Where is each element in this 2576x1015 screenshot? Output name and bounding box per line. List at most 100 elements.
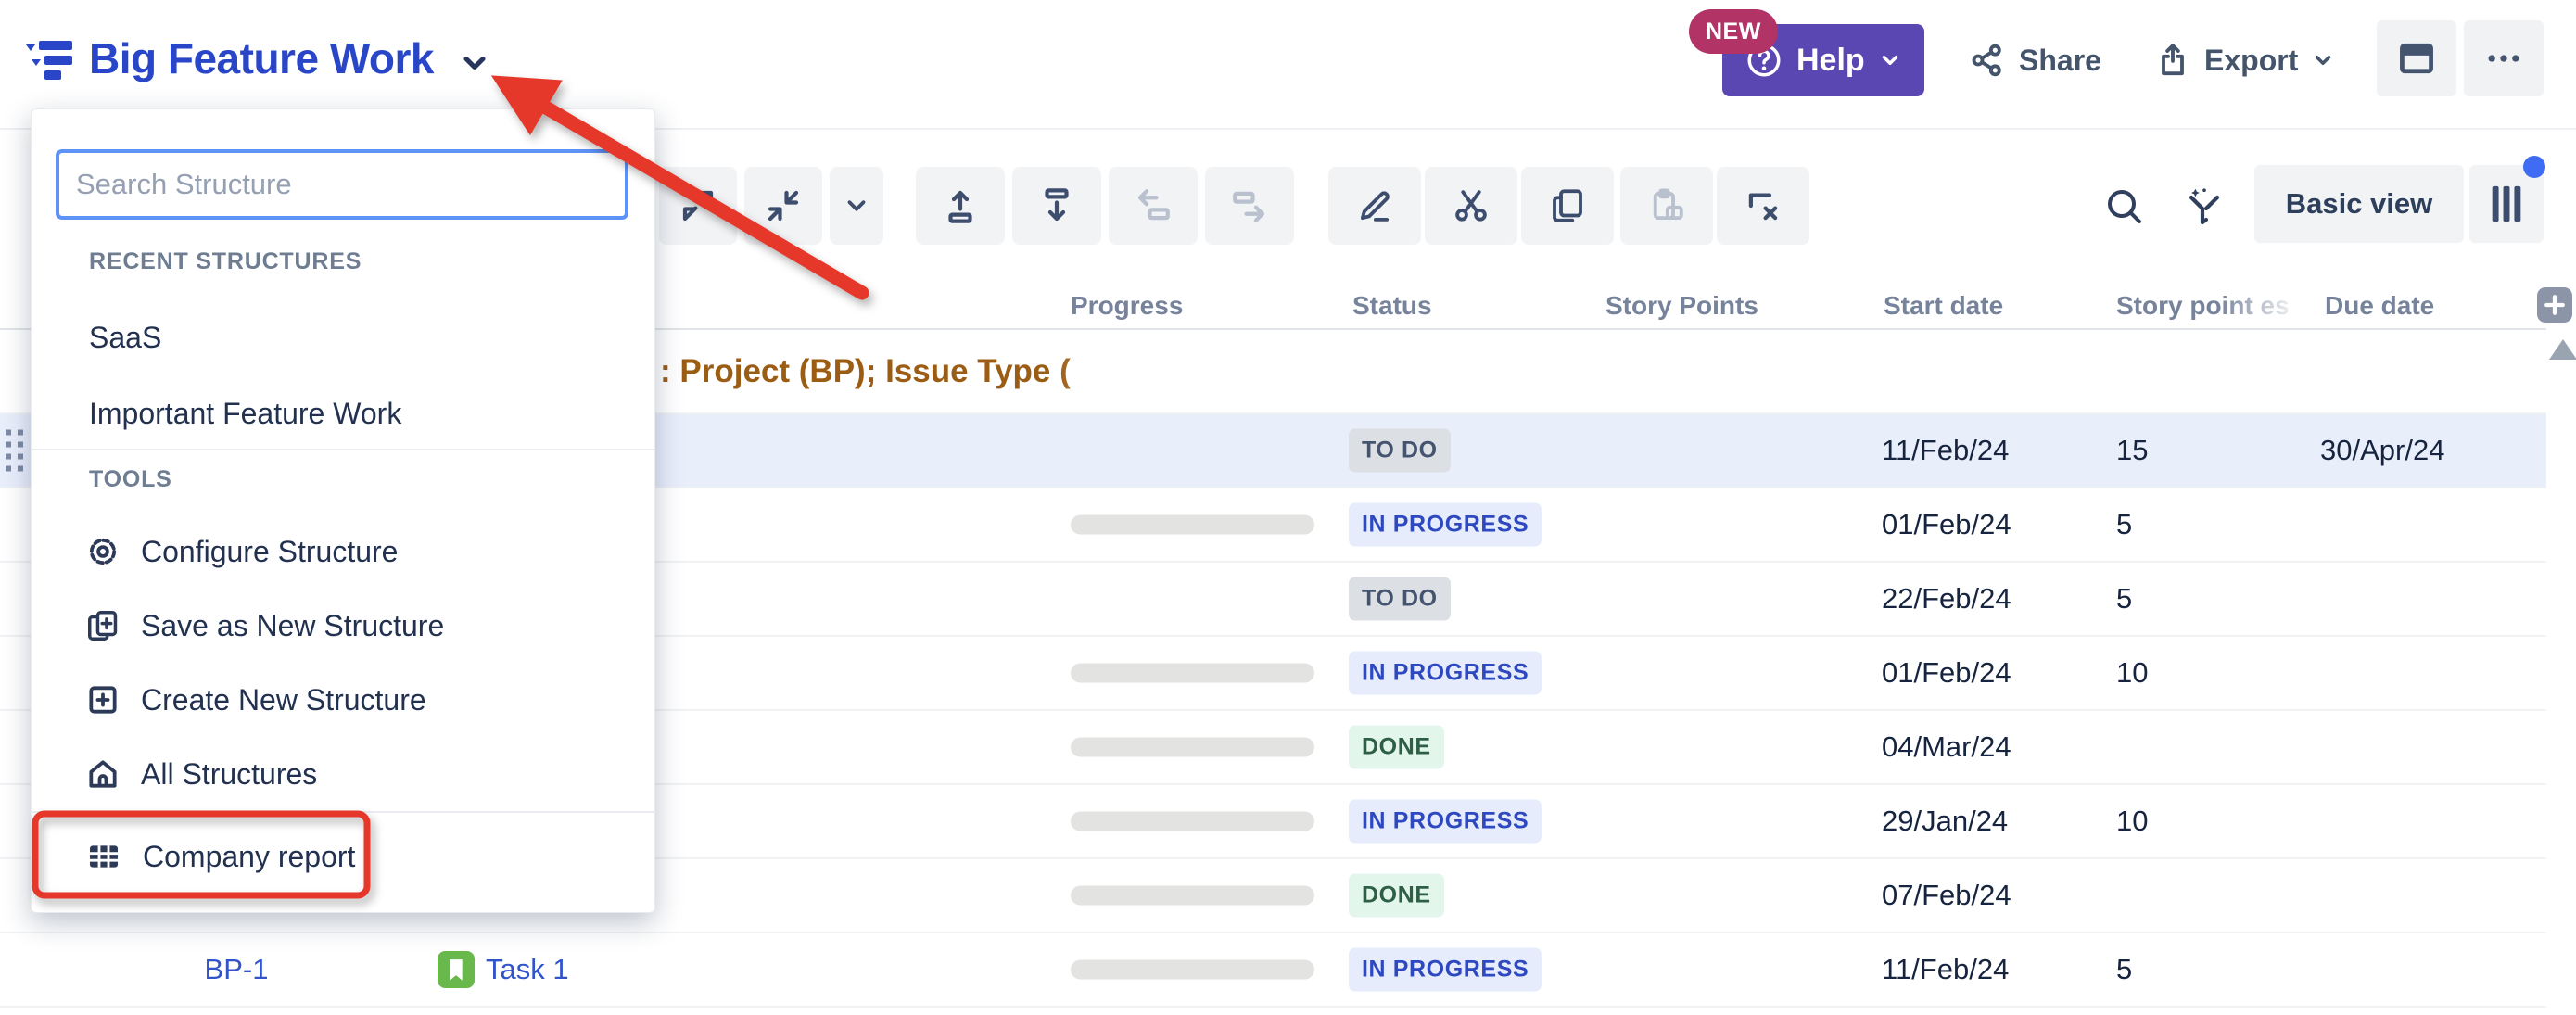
tools-label: TOOLS	[89, 466, 172, 492]
story-point-estimate-cell: 15	[2116, 434, 2149, 466]
search-icon	[2101, 184, 2146, 228]
issue-key-link[interactable]: BP-1	[204, 953, 269, 985]
indent-button	[1205, 167, 1294, 245]
remove-icon	[1744, 186, 1783, 225]
progress-bar	[1071, 663, 1314, 683]
columns-icon	[2485, 183, 2528, 225]
column-header-story-point-estimate[interactable]: Story point es	[2116, 291, 2302, 321]
structure-item-label: SaaS	[89, 320, 162, 354]
filter-icon	[2182, 184, 2227, 228]
edit-button[interactable]	[1328, 167, 1421, 245]
remove-button[interactable]	[1717, 167, 1809, 245]
plus-square-icon	[85, 682, 121, 717]
outdent-button	[1109, 167, 1198, 245]
search-structure-input[interactable]	[56, 149, 628, 220]
columns-button[interactable]	[2469, 165, 2544, 243]
page-title: Big Feature Work	[89, 34, 435, 82]
export-button-label: Export	[2204, 43, 2299, 77]
menu-item-label: All Structures	[141, 756, 318, 791]
ellipsis-icon	[2483, 38, 2524, 79]
menu-item-create-new-structure[interactable]: Create New Structure	[32, 662, 654, 738]
menu-item-label: Configure Structure	[141, 534, 399, 568]
more-actions-button[interactable]	[2464, 20, 2544, 96]
status-badge: TO DO	[1349, 577, 1451, 621]
column-header-progress[interactable]: Progress	[1071, 291, 1184, 320]
start-date-cell: 01/Feb/24	[1882, 508, 2011, 540]
chevron-down-icon	[1878, 48, 1902, 72]
due-date-cell: 30/Apr/24	[2320, 434, 2445, 466]
table-row[interactable]: BP-1 Task 1 IN PROGRESS 11/Feb/24 5	[0, 932, 2546, 1006]
status-badge: DONE	[1349, 725, 1444, 769]
gear-icon	[85, 534, 121, 569]
status-badge: IN PROGRESS	[1349, 947, 1542, 992]
row-up-icon	[941, 186, 980, 225]
chevron-down-icon	[843, 192, 870, 220]
expand-all-button[interactable]	[659, 167, 737, 245]
help-button-label: Help	[1796, 42, 1865, 78]
share-button[interactable]: Share	[1963, 24, 2107, 96]
story-point-estimate-cell: 10	[2116, 656, 2149, 689]
menu-item-configure-structure[interactable]: Configure Structure	[32, 514, 654, 590]
status-badge: IN PROGRESS	[1349, 799, 1542, 844]
status-badge: IN PROGRESS	[1349, 502, 1542, 547]
recent-structures-label: RECENT STRUCTURES	[89, 248, 362, 274]
column-header-due-date[interactable]: Due date	[2325, 291, 2435, 320]
status-badge: IN PROGRESS	[1349, 651, 1542, 695]
start-date-cell: 11/Feb/24	[1882, 953, 2010, 985]
start-date-cell: 01/Feb/24	[1882, 656, 2011, 689]
table-icon	[85, 838, 122, 875]
menu-item-label: Create New Structure	[141, 682, 426, 717]
story-point-estimate-cell: 5	[2116, 582, 2133, 615]
open-main-window-button[interactable]	[2377, 20, 2456, 96]
plus-icon	[2541, 291, 2569, 319]
issue-summary-link[interactable]: Task 1	[486, 953, 569, 985]
status-badge: TO DO	[1349, 428, 1451, 473]
pencil-icon	[1355, 186, 1394, 225]
start-date-cell: 22/Feb/24	[1882, 582, 2011, 615]
outdent-icon	[1134, 186, 1173, 225]
start-date-cell: 29/Jan/24	[1882, 805, 2009, 837]
expand-options-button[interactable]	[830, 167, 883, 245]
menu-item-company-report[interactable]: Company report	[32, 818, 654, 894]
column-header-status[interactable]: Status	[1352, 291, 1432, 320]
export-button[interactable]: Export	[2149, 24, 2341, 96]
column-header-story-points[interactable]: Story Points	[1605, 291, 1758, 320]
move-row-down-button[interactable]	[1012, 167, 1101, 245]
start-date-cell: 07/Feb/24	[1882, 879, 2011, 911]
scroll-up-button[interactable]	[2549, 339, 2576, 360]
export-icon	[2154, 42, 2191, 79]
cut-button[interactable]	[1425, 167, 1517, 245]
table-bottom-divider	[0, 1006, 2546, 1008]
menu-item-save-as-new-structure[interactable]: Save as New Structure	[32, 588, 654, 664]
column-header-start-date[interactable]: Start date	[1884, 291, 2004, 320]
copy-button[interactable]	[1521, 167, 1614, 245]
move-row-up-button[interactable]	[916, 167, 1005, 245]
story-point-estimate-cell: 5	[2116, 508, 2133, 540]
structure-menu-chevron-icon[interactable]	[458, 46, 491, 84]
structure-item-important-feature-work[interactable]: Important Feature Work	[32, 375, 654, 451]
search-button[interactable]	[2088, 167, 2159, 245]
structure-item-saas[interactable]: SaaS	[32, 299, 654, 375]
view-selector-button[interactable]: Basic view	[2254, 165, 2464, 243]
collapse-all-button[interactable]	[744, 167, 822, 245]
menu-item-label: Save as New Structure	[141, 608, 445, 642]
row-down-icon	[1037, 186, 1076, 225]
structure-logo-icon	[26, 39, 78, 92]
new-badge: NEW	[1689, 9, 1778, 54]
progress-bar	[1071, 811, 1314, 831]
chevron-down-icon	[2311, 48, 2335, 72]
drag-handle-icon[interactable]	[6, 429, 23, 472]
add-column-button[interactable]	[2537, 287, 2572, 323]
share-icon	[1969, 42, 2006, 79]
filter-button[interactable]	[2169, 167, 2240, 245]
menu-item-all-structures[interactable]: All Structures	[32, 736, 654, 812]
start-date-cell: 11/Feb/24	[1882, 434, 2010, 466]
progress-bar	[1071, 514, 1314, 535]
copy-plus-icon	[85, 608, 121, 643]
paste-button	[1620, 167, 1713, 245]
table-header-divider	[0, 328, 2546, 330]
copy-icon	[1548, 186, 1587, 225]
clipboard-icon	[1647, 186, 1686, 225]
story-point-estimate-cell: 10	[2116, 805, 2149, 837]
generator-text-fade	[1057, 331, 1233, 412]
